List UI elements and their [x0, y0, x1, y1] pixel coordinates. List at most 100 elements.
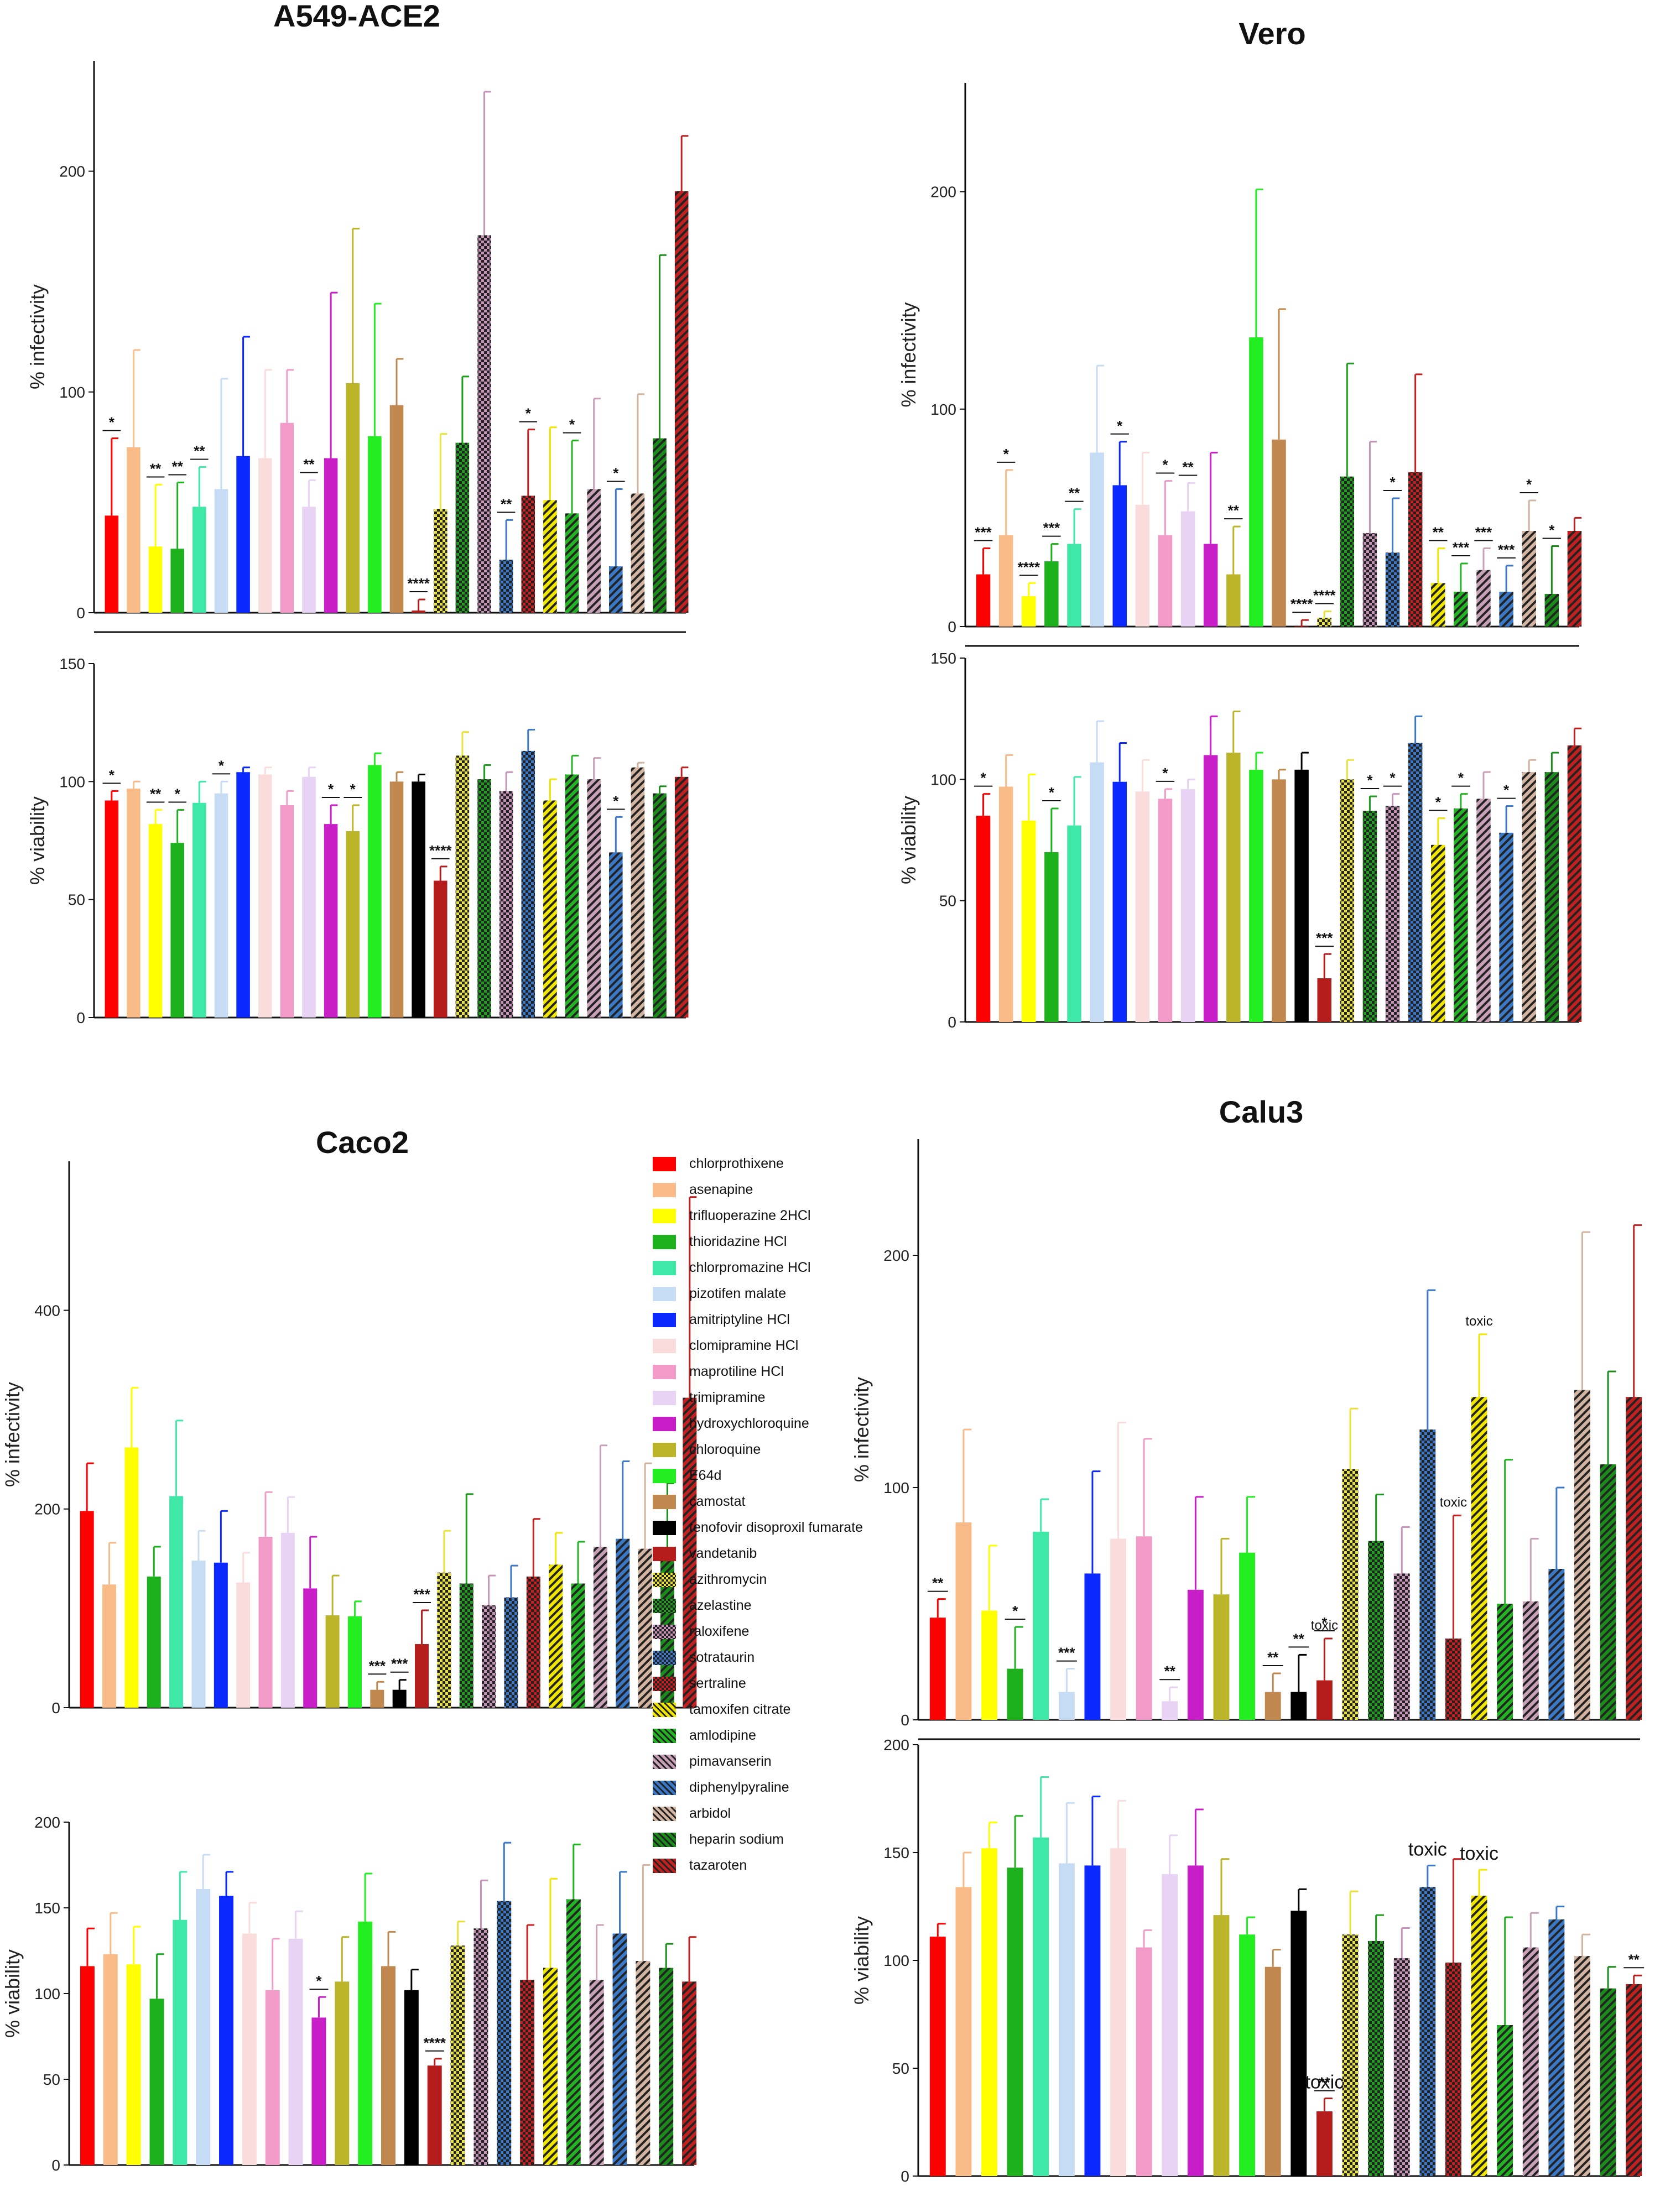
- legend-swatch: [653, 1417, 676, 1431]
- significance-marker: *: [1367, 772, 1373, 789]
- bar-pimavanserin: [587, 779, 601, 1018]
- y-axis-label: % infectivity: [1, 1382, 24, 1487]
- legend-item-heparin-sodium: heparin sodium: [653, 1832, 885, 1858]
- significance-marker: ***: [1058, 1645, 1075, 1661]
- y-tick-label: 0: [948, 618, 956, 635]
- legend-item-asenapine: asenapine: [653, 1182, 885, 1208]
- bar-amitriptyline-hcl: [1084, 1573, 1101, 1720]
- bar-sertraline: [1445, 1962, 1461, 2176]
- y-axis-label: % viability: [1, 1949, 24, 2038]
- bar-azithromycin: [437, 1572, 451, 1708]
- significance-marker: *: [980, 770, 986, 786]
- legend-label: tenofovir disoproxil fumarate: [689, 1520, 863, 1535]
- legend-label: vandetanib: [689, 1546, 757, 1561]
- bar-tenofovir-disoproxil-fumarate: [392, 1689, 407, 1708]
- bar-raloxifene: [1385, 806, 1400, 1022]
- bar-sotrataurin: [521, 750, 535, 1018]
- bar-asenapine: [998, 786, 1013, 1022]
- significance-marker: **: [172, 458, 184, 474]
- significance-marker: **: [150, 786, 162, 802]
- bar-trimipramine: [288, 1938, 303, 2165]
- bar-azithromycin: [433, 509, 447, 613]
- bar-tazaroten: [683, 1397, 697, 1708]
- legend-swatch: [653, 1547, 676, 1561]
- y-tick-label: 200: [883, 1736, 909, 1754]
- significance-marker: *: [218, 757, 225, 774]
- bar-raloxifene: [1362, 533, 1377, 627]
- bar-e64d: [368, 765, 382, 1018]
- significance-marker: *: [1435, 794, 1442, 811]
- legend-swatch: [653, 1495, 676, 1509]
- bar-arbidol: [1522, 772, 1536, 1022]
- legend-swatch: [653, 1443, 676, 1457]
- bar-maprotiline-hcl: [1136, 1947, 1152, 2176]
- bar-amlodipine: [565, 774, 579, 1018]
- y-tick-label: 0: [51, 2157, 60, 2174]
- bar-amlodipine: [565, 513, 579, 613]
- significance-marker: *: [1549, 522, 1555, 539]
- bar-vandetanib: [427, 2065, 442, 2165]
- y-tick-label: 50: [892, 2060, 909, 2077]
- bar-trimipramine: [1162, 1701, 1178, 1720]
- bar-chlorpromazine-hcl: [1033, 1837, 1049, 2176]
- bar-hydroxychloroquine: [324, 458, 338, 613]
- bar-diphenylpyraline: [1499, 832, 1513, 1022]
- bar-chloroquine: [1226, 753, 1241, 1022]
- bar-azithromycin: [455, 755, 470, 1018]
- legend-item-thioridazine-hcl: thioridazine HCl: [653, 1234, 885, 1260]
- significance-marker: **: [1164, 1663, 1176, 1679]
- bar-diphenylpyraline: [1548, 1569, 1565, 1720]
- significance-marker: *: [613, 465, 619, 481]
- significance-marker: *: [1503, 782, 1510, 799]
- legend-label: chloroquine: [689, 1442, 761, 1457]
- legend-swatch: [653, 1625, 676, 1639]
- legend-item-chloroquine: chloroquine: [653, 1442, 885, 1468]
- bar-tamoxifen-citrate: [1471, 1397, 1487, 1720]
- panel-title-a549-ace2: A549-ACE2: [273, 0, 440, 33]
- bar-tazaroten: [1626, 1984, 1642, 2176]
- legend-swatch: [653, 1573, 676, 1587]
- legend-swatch: [653, 1833, 676, 1847]
- bar-heparin-sodium: [653, 438, 667, 613]
- bar-amlodipine: [1454, 592, 1468, 627]
- bar-diphenylpyraline: [616, 1538, 630, 1708]
- significance-marker: ***: [1316, 930, 1333, 946]
- y-tick-label: 100: [930, 401, 956, 418]
- legend-item-sotrataurin: sotrataurin: [653, 1650, 885, 1676]
- legend-item-arbidol: arbidol: [653, 1806, 885, 1832]
- bar-amlodipine: [1497, 2025, 1513, 2176]
- legend-swatch: [653, 1391, 676, 1405]
- legend-item-tamoxifen-citrate: tamoxifen citrate: [653, 1702, 885, 1728]
- bar-thioridazine-hcl: [1007, 1668, 1023, 1720]
- bar-thioridazine-hcl: [147, 1576, 161, 1708]
- bar-pizotifen-malate: [191, 1561, 206, 1708]
- bar-heparin-sodium: [653, 793, 667, 1018]
- legend-swatch: [653, 1807, 676, 1821]
- bar-heparin-sodium: [1600, 1988, 1616, 2176]
- significance-marker: *: [109, 766, 115, 783]
- bar-maprotiline-hcl: [258, 1537, 273, 1708]
- significance-marker: ****: [407, 575, 430, 592]
- significance-marker: ****: [1290, 596, 1313, 612]
- legend-item-trifluoperazine-2hcl: trifluoperazine 2HCl: [653, 1208, 885, 1234]
- bar-clomipramine-hcl: [236, 1582, 251, 1708]
- bar-chloroquine: [346, 383, 360, 613]
- bar-chlorpromazine-hcl: [169, 1496, 184, 1708]
- bar-clomipramine-hcl: [242, 1933, 257, 2165]
- bar-sotrataurin: [504, 1597, 518, 1708]
- bar-tamoxifen-citrate: [1471, 1896, 1487, 2176]
- legend-swatch: [653, 1651, 676, 1665]
- bar-tamoxifen-citrate: [543, 500, 557, 613]
- bar-hydroxychloroquine: [311, 2017, 326, 2165]
- bar-vandetanib: [1316, 1680, 1333, 1720]
- bar-camostat: [1264, 1692, 1281, 1720]
- annotation-toxic: toxic: [1408, 1839, 1447, 1860]
- y-tick-label: 200: [883, 1247, 909, 1264]
- bar-chlorpromazine-hcl: [1067, 825, 1081, 1022]
- bar-sotrataurin: [1419, 1430, 1436, 1720]
- bar-trifluoperazine-2hcl: [981, 1848, 997, 2176]
- bar-asenapine: [998, 535, 1013, 627]
